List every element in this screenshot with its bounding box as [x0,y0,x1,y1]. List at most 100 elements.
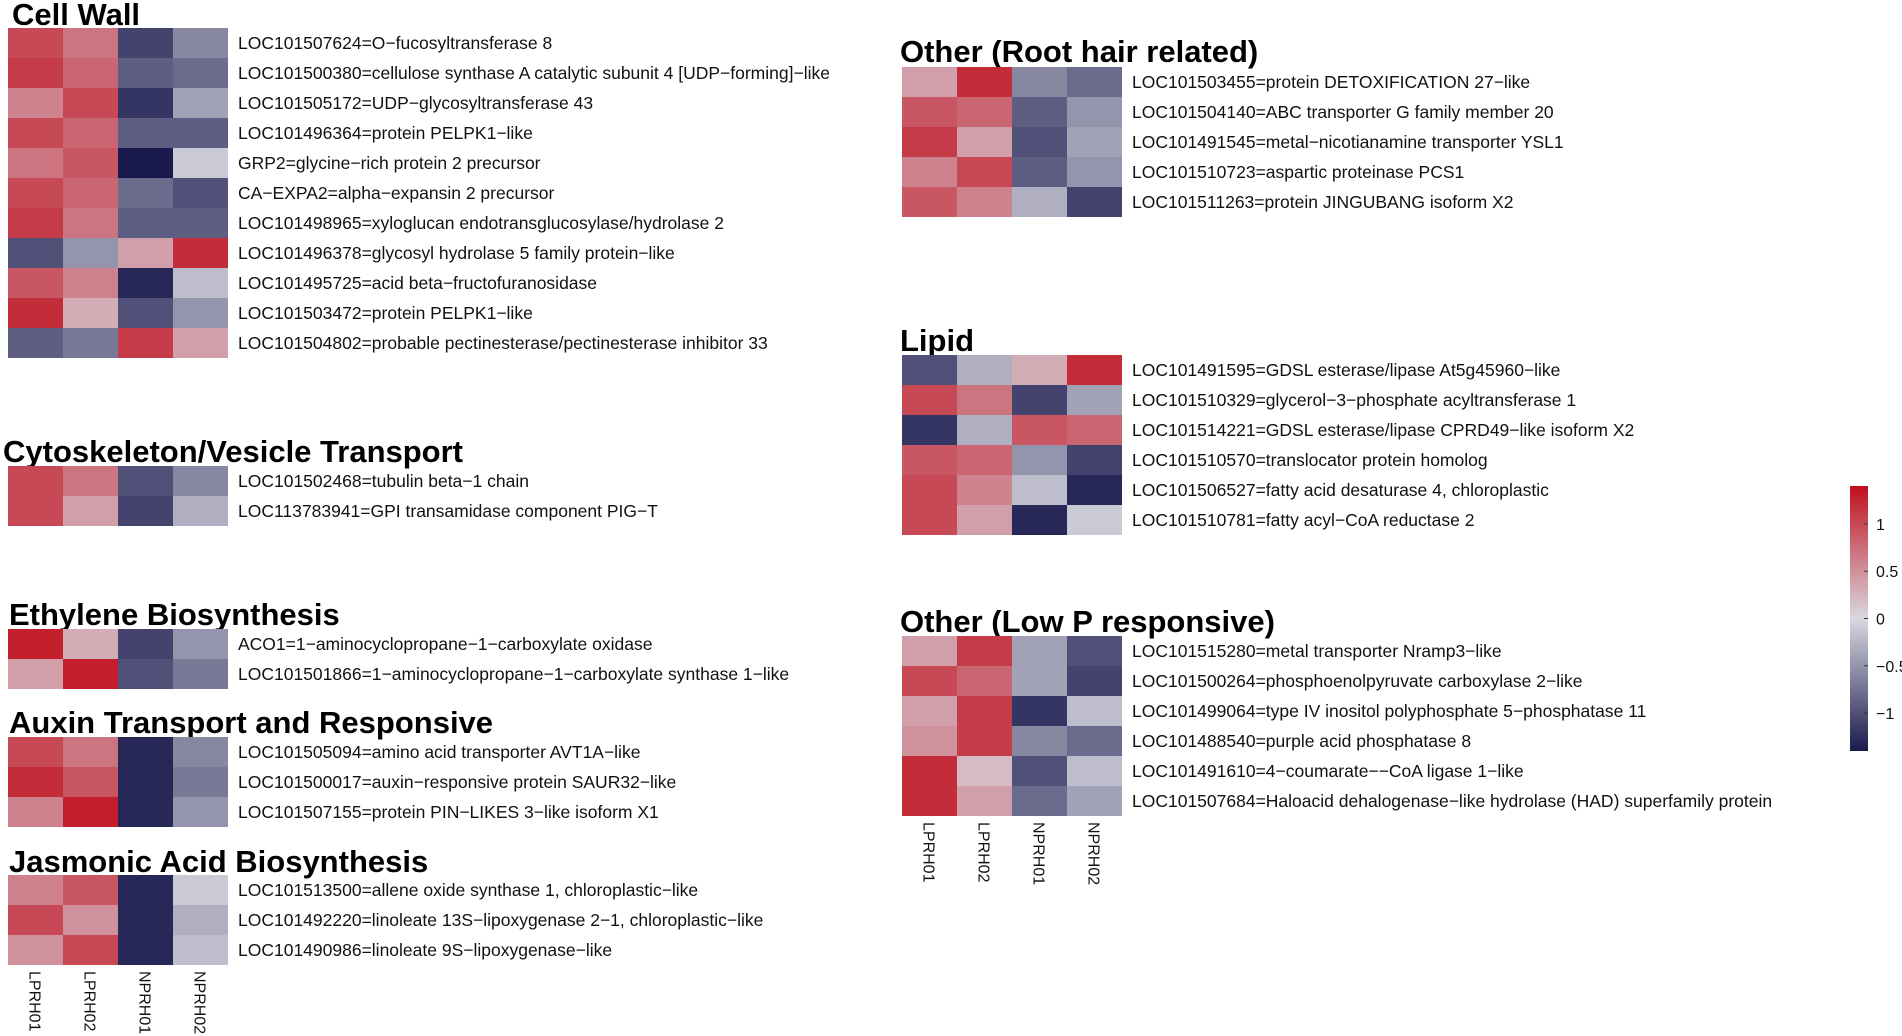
gene-label: LOC101504802=probable pectinesterase/pec… [238,333,768,353]
heatmap-cell [957,666,1012,696]
heatmap-cell [118,659,173,689]
heatmap-cell [173,466,228,496]
heatmap-cell [63,238,118,268]
heatmap-cell [118,935,173,965]
heatmap-cell [1067,127,1122,157]
heatmap-cell [173,268,228,298]
colorbar-tick-label: −0.5 [1876,659,1902,676]
panel-title: Cell Wall [12,0,140,32]
gene-label: LOC101491595=GDSL esterase/lipase At5g45… [1132,360,1560,380]
heatmap-cell [173,118,228,148]
heatmap-cell [902,696,957,726]
heatmap-cell [8,659,63,689]
heatmap-cell [8,797,63,827]
heatmap-cell [63,208,118,238]
heatmap-cell [118,208,173,238]
heatmap-cell [957,157,1012,187]
gene-label: LOC101504140=ABC transporter G family me… [1132,102,1554,122]
heatmap-cell [8,58,63,88]
heatmap-cell [8,466,63,496]
heatmap-cell [118,797,173,827]
gene-label: LOC101500017=auxin−responsive protein SA… [238,772,676,792]
gene-label: LOC101503472=protein PELPK1−like [238,303,533,323]
gene-label: LOC101491610=4−coumarate−−CoA ligase 1−l… [1132,761,1524,781]
heatmap-cell [173,88,228,118]
heatmap-cell [63,659,118,689]
heatmap-cell [957,187,1012,217]
gene-label: LOC101514221=GDSL esterase/lipase CPRD49… [1132,420,1634,440]
heatmap-cell [118,496,173,526]
heatmap-cell [173,767,228,797]
heatmap-cell [173,148,228,178]
heatmap-cell [957,696,1012,726]
heatmap-cell [1067,636,1122,666]
heatmap-cell [8,905,63,935]
heatmap-cell [8,88,63,118]
heatmap-cell [173,208,228,238]
gene-label: LOC101510723=aspartic proteinase PCS1 [1132,162,1464,182]
heatmap-cell [63,496,118,526]
heatmap-cell [1067,505,1122,535]
heatmap-cell [1067,355,1122,385]
heatmap-cell [8,28,63,58]
heatmap-cell [8,496,63,526]
heatmap-cell [8,767,63,797]
panel-title: Jasmonic Acid Biosynthesis [9,844,428,879]
heatmap-cell [118,298,173,328]
heatmap-cell [63,767,118,797]
colorbar-tick-label: 0 [1876,612,1885,629]
heatmap-cell [902,726,957,756]
panel-title: Lipid [900,323,974,358]
gene-label: LOC101498965=xyloglucan endotransglucosy… [238,213,724,233]
heatmap-cell [1012,355,1067,385]
heatmap-cell [957,415,1012,445]
heatmap-cell [173,659,228,689]
heatmap-cell [1012,636,1067,666]
heatmap-cell [63,797,118,827]
colorbar-tick-label: −1 [1876,706,1894,723]
heatmap-cell [8,629,63,659]
heatmap-panel: Other (Root hair related) LOC101503455=pr… [900,34,1564,217]
heatmap-cell [8,118,63,148]
heatmap-panel: Lipid LOC101491595=GDSL esterase/lipase A… [900,323,1634,535]
heatmap-cell [63,148,118,178]
heatmap-cell [8,298,63,328]
heatmap-panel: Other (Low P responsive)LOC101515280=met… [900,604,1772,885]
heatmap-cell [118,767,173,797]
heatmap-cell [957,127,1012,157]
heatmap-cell [957,355,1012,385]
heatmap-panel: Auxin Transport and ResponsiveLOC1015050… [8,705,676,827]
heatmap-cell [173,629,228,659]
heatmap-cell [902,636,957,666]
heatmap-cell [118,466,173,496]
gene-label: LOC113783941=GPI transamidase component … [238,501,658,521]
heatmap-cell [118,905,173,935]
column-label: NPRH01 [136,971,153,1034]
heatmap-cell [8,935,63,965]
panel-title: Auxin Transport and Responsive [9,705,493,740]
heatmap-cell [902,445,957,475]
heatmap-cell [957,726,1012,756]
heatmap-cell [1012,786,1067,816]
heatmap-cell [8,148,63,178]
column-label: LPRH02 [81,971,98,1032]
heatmap-cell [173,178,228,208]
heatmap-cell [1067,445,1122,475]
gene-label: LOC101496364=protein PELPK1−like [238,123,533,143]
heatmap-cell [1012,127,1067,157]
heatmap-cell [173,58,228,88]
heatmap-cell [902,505,957,535]
heatmap-cell [118,28,173,58]
heatmap-cell [118,875,173,905]
heatmap-cell [957,505,1012,535]
panel-title: Other (Low P responsive) [900,604,1275,639]
heatmap-cell [118,178,173,208]
color-legend: 1 0.5 0 −0.5 −1 [1850,486,1902,751]
heatmap-cell [173,935,228,965]
gene-label: LOC101496378=glycosyl hydrolase 5 family… [238,243,675,263]
column-label: NPRH01 [1030,822,1047,885]
heatmap-cell [902,157,957,187]
heatmap-cell [63,28,118,58]
